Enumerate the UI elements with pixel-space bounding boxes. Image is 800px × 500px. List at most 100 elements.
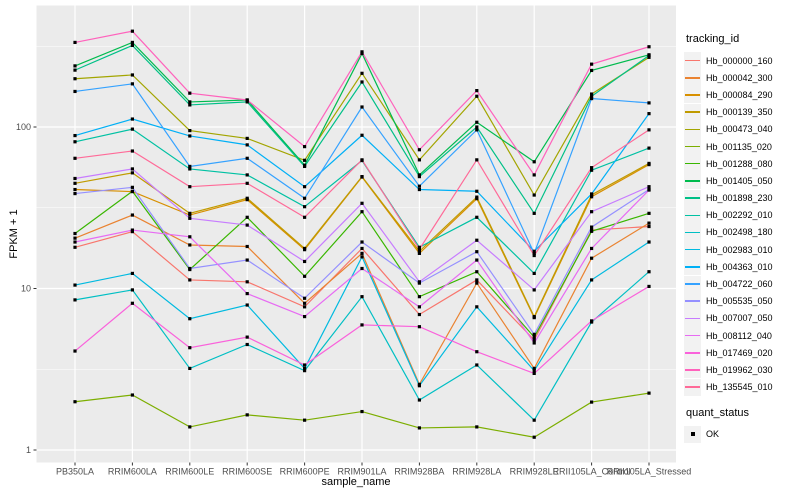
legend-item-Hb_135545_010: Hb_135545_010 <box>684 378 798 396</box>
data-point-Hb_002983_010 <box>475 305 479 309</box>
legend-key-line <box>685 77 700 79</box>
data-point-Hb_000000_160 <box>303 305 307 309</box>
x-tick-label: PB350LA <box>56 467 94 477</box>
data-point-Hb_001405_050 <box>475 120 479 124</box>
data-point-Hb_002292_010 <box>303 205 307 209</box>
x-tick-label: RRIM600LA <box>108 467 157 477</box>
data-point-Hb_019962_030 <box>532 173 536 177</box>
data-point-Hb_017469_020 <box>647 284 651 289</box>
data-point-Hb_000042_300 <box>475 281 479 285</box>
legend-key-line <box>685 145 700 148</box>
data-point-Hb_002498_180 <box>475 363 479 367</box>
data-point-Hb_005535_050 <box>475 250 479 254</box>
legend-item-label: Hb_008112_040 <box>706 330 772 341</box>
data-point-Hb_019962_030 <box>647 45 651 49</box>
data-point-Hb_004363_010 <box>590 192 594 196</box>
legend-item-Hb_004363_010: Hb_004363_010 <box>684 258 798 276</box>
data-point-Hb_007007_050 <box>475 238 479 242</box>
data-point-Hb_001898_230 <box>360 80 364 84</box>
legend-item-Hb_001288_080: Hb_001288_080 <box>684 155 798 173</box>
data-point-Hb_002498_180 <box>532 418 536 422</box>
data-point-Hb_004363_010 <box>245 143 249 147</box>
data-point-Hb_002983_010 <box>73 283 77 287</box>
data-point-Hb_000042_300 <box>73 236 77 240</box>
data-point-Hb_135545_010 <box>360 158 364 162</box>
legend-item-label: Hb_001135_020 <box>706 141 772 152</box>
legend-item-label: Hb_005535_050 <box>706 296 773 307</box>
data-point-Hb_000139_350 <box>188 211 192 215</box>
data-point-Hb_019962_030 <box>73 40 77 45</box>
data-point-Hb_000139_350 <box>647 161 651 166</box>
legend-key-swatch <box>684 344 701 362</box>
data-point-Hb_002983_010 <box>360 255 364 259</box>
legend-item-label: Hb_002498_180 <box>706 227 773 238</box>
legend-key-line <box>685 231 700 234</box>
data-point-Hb_001135_020 <box>532 435 536 439</box>
data-point-Hb_007007_050 <box>360 201 364 205</box>
data-point-Hb_017469_020 <box>73 349 77 353</box>
data-point-Hb_019962_030 <box>245 98 249 102</box>
legend-key-swatch <box>684 103 701 121</box>
legend-key-line <box>685 283 700 285</box>
data-point-Hb_008112_040 <box>303 314 307 319</box>
data-point-Hb_004722_060 <box>303 196 307 200</box>
data-point-Hb_002292_010 <box>245 173 249 177</box>
data-point-Hb_008112_040 <box>647 188 651 192</box>
legend-key-line <box>685 128 700 131</box>
legend-item-Hb_007007_050: Hb_007007_050 <box>684 309 798 327</box>
data-point-Hb_005535_050 <box>360 240 364 244</box>
data-point-Hb_008112_040 <box>73 240 77 244</box>
legend-key-swatch <box>684 378 701 396</box>
legend-item-Hb_008112_040: Hb_008112_040 <box>684 327 798 345</box>
data-point-Hb_002498_180 <box>73 298 77 302</box>
x-axis-title: sample_name <box>321 476 391 488</box>
legend-key-line <box>685 300 700 302</box>
legend-key-swatch <box>684 155 701 173</box>
data-point-Hb_000042_300 <box>130 213 134 217</box>
data-point-Hb_001898_230 <box>417 175 421 179</box>
data-point-Hb_004363_010 <box>532 249 536 253</box>
data-point-Hb_004722_060 <box>245 156 249 160</box>
data-point-Hb_000000_160 <box>417 312 421 317</box>
legend-item-label: OK <box>706 429 720 440</box>
data-point-Hb_007007_050 <box>532 288 536 292</box>
legend-item-label: Hb_007007_050 <box>706 313 773 324</box>
data-point-Hb_002983_010 <box>417 384 421 388</box>
legend-key-swatch <box>684 69 701 87</box>
data-point-Hb_000042_300 <box>245 244 249 249</box>
data-point-Hb_017469_020 <box>417 325 421 329</box>
data-point-Hb_000042_300 <box>303 301 307 305</box>
data-point-Hb_019962_030 <box>360 50 364 54</box>
data-point-Hb_002498_180 <box>647 270 651 274</box>
y-tick-label: 1 <box>26 445 31 455</box>
data-point-Hb_001405_050 <box>73 64 77 68</box>
legend-key-line <box>685 317 700 320</box>
x-tick-label: RRII105LA_Control <box>553 467 631 477</box>
data-point-Hb_004363_010 <box>417 187 421 192</box>
data-point-Hb_001288_080 <box>130 189 134 193</box>
legend-item-label: Hb_001288_080 <box>706 158 773 169</box>
legend-key-point <box>690 432 695 437</box>
data-point-Hb_000139_350 <box>245 196 249 200</box>
data-point-Hb_001898_230 <box>303 164 307 169</box>
data-point-Hb_002292_010 <box>475 215 479 219</box>
data-point-Hb_007007_050 <box>73 176 77 181</box>
data-point-Hb_004363_010 <box>130 117 134 121</box>
legend-key-line <box>685 94 700 96</box>
quant-status-legend-items: OK <box>684 425 798 443</box>
data-point-Hb_002498_180 <box>303 369 307 373</box>
data-point-Hb_005535_050 <box>590 225 594 229</box>
data-point-Hb_001135_020 <box>360 409 364 414</box>
data-point-Hb_000000_160 <box>647 224 651 229</box>
data-point-Hb_001288_080 <box>360 210 364 214</box>
data-point-Hb_002292_010 <box>647 146 651 150</box>
data-point-Hb_017469_020 <box>532 371 536 376</box>
legend-item-label: Hb_002983_010 <box>706 244 773 255</box>
data-point-Hb_004722_060 <box>73 89 77 94</box>
data-point-Hb_001288_080 <box>73 231 77 236</box>
data-point-Hb_002983_010 <box>188 317 192 321</box>
legend-item-quant-OK: OK <box>684 425 798 443</box>
data-point-Hb_005535_050 <box>73 191 77 196</box>
data-point-Hb_002292_010 <box>130 127 134 131</box>
